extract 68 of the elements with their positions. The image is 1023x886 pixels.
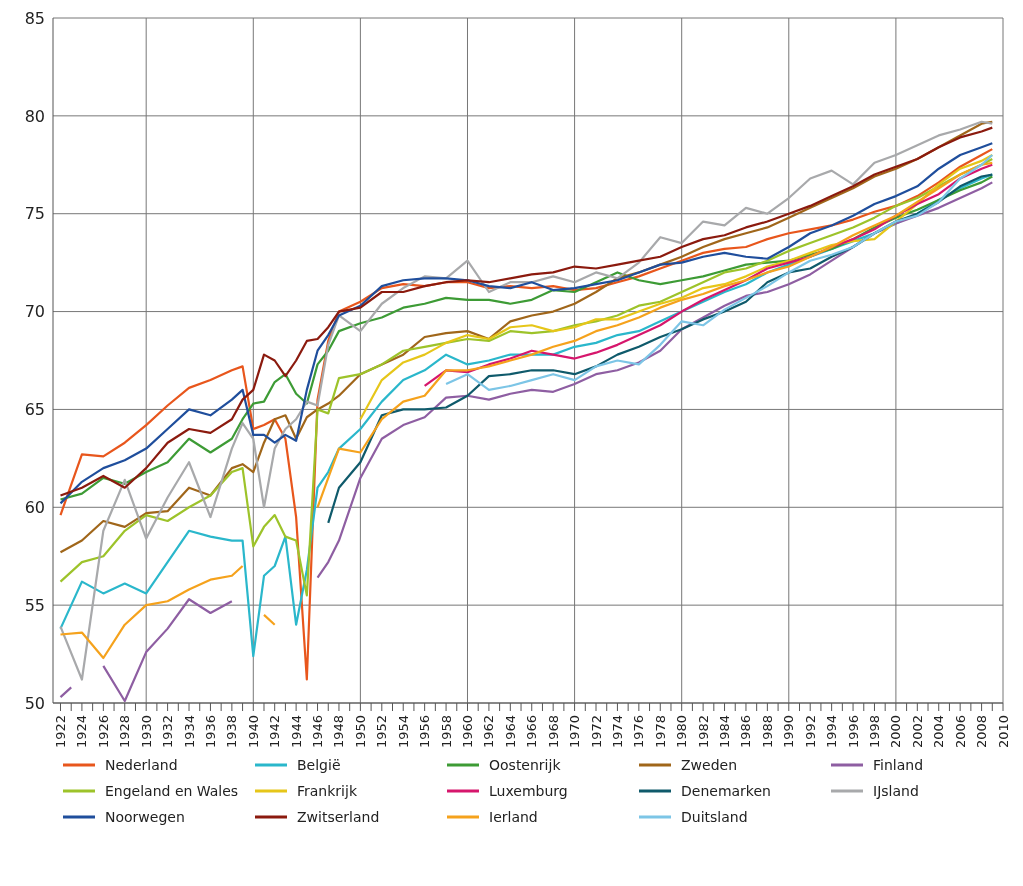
legend-label: Luxemburg (489, 783, 568, 799)
x-tick-label: 1962 (481, 715, 497, 749)
x-tick-label: 1996 (845, 715, 861, 749)
x-tick-label: 1960 (459, 715, 475, 749)
legend-label: Duitsland (681, 809, 748, 825)
x-tick-label: 1964 (502, 715, 518, 749)
x-tick-label: 1994 (824, 715, 840, 749)
x-tick-label: 1954 (395, 715, 411, 749)
x-tick-label: 1926 (95, 715, 111, 749)
y-tick-label: 55 (24, 595, 45, 615)
x-tick-label: 1992 (802, 715, 818, 749)
legend-label: Frankrijk (297, 783, 357, 799)
x-tick-label: 1998 (866, 715, 882, 749)
legend-label: Ierland (489, 809, 538, 825)
legend-label: Denemarken (681, 783, 771, 799)
x-tick-label: 2008 (974, 715, 990, 749)
x-tick-label: 2004 (931, 715, 947, 749)
legend-label: Nederland (105, 757, 178, 773)
x-tick-label: 2002 (909, 715, 925, 749)
y-tick-label: 85 (24, 8, 45, 28)
x-tick-label: 1980 (674, 715, 690, 749)
legend-label: Zwitserland (297, 809, 380, 825)
x-tick-label: 1924 (74, 715, 90, 749)
y-tick-label: 50 (24, 693, 45, 713)
x-tick-label: 1986 (738, 715, 754, 749)
x-tick-label: 1966 (524, 715, 540, 749)
x-tick-label: 1942 (267, 715, 283, 749)
x-tick-label: 1972 (588, 715, 604, 749)
legend-label: IJsland (873, 783, 919, 799)
x-tick-label: 1974 (609, 715, 625, 749)
x-tick-label: 1952 (374, 715, 390, 749)
x-tick-label: 2010 (995, 715, 1011, 749)
x-tick-label: 1950 (352, 715, 368, 749)
x-tick-label: 2006 (952, 715, 968, 749)
legend-label: Noorwegen (105, 809, 185, 825)
x-tick-label: 1934 (181, 715, 197, 749)
legend-label: Finland (873, 757, 924, 773)
x-tick-label: 1940 (245, 715, 261, 749)
x-tick-label: 1928 (117, 715, 133, 749)
y-tick-label: 65 (24, 400, 45, 420)
legend-label: Oostenrijk (489, 757, 561, 773)
x-tick-label: 1944 (288, 715, 304, 749)
x-tick-label: 1932 (160, 715, 176, 749)
y-tick-label: 75 (24, 204, 45, 224)
x-tick-label: 1968 (545, 715, 561, 749)
x-tick-label: 1948 (331, 715, 347, 749)
x-tick-label: 1988 (759, 715, 775, 749)
x-tick-label: 1936 (202, 715, 218, 749)
x-tick-label: 1922 (53, 715, 68, 749)
x-tick-label: 1976 (631, 715, 647, 749)
x-tick-label: 1982 (695, 715, 711, 749)
line-series (327, 173, 994, 525)
x-tick-label: 2000 (888, 715, 904, 749)
x-tick-label: 1978 (652, 715, 668, 749)
y-tick-label: 70 (24, 302, 45, 322)
legend-label: Engeland en Wales (105, 783, 239, 799)
x-tick-label: 1938 (224, 715, 240, 749)
x-tick-label: 1956 (417, 715, 433, 749)
x-tick-label: 1990 (781, 715, 797, 749)
legend-label: Zweden (681, 757, 738, 773)
legend-label: België (297, 757, 341, 773)
x-tick-label: 1958 (438, 715, 454, 749)
x-tick-label: 1930 (138, 715, 154, 749)
y-tick-label: 80 (24, 106, 45, 126)
y-tick-label: 60 (24, 497, 45, 517)
x-tick-label: 1946 (310, 715, 326, 749)
x-tick-label: 1970 (567, 715, 583, 749)
x-tick-label: 1984 (717, 715, 733, 749)
